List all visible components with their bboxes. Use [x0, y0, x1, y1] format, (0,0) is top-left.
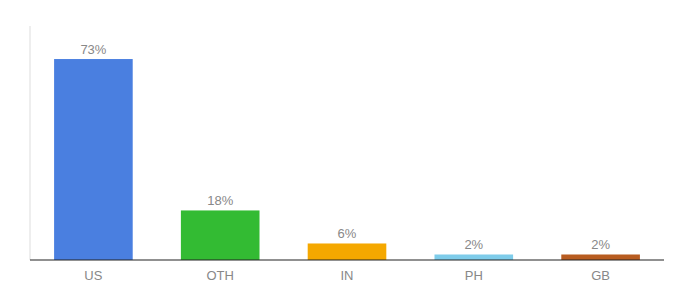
chart-container: 73% 18% 6% 2% 2% US OTH IN PH GB [0, 0, 680, 300]
bar [181, 210, 260, 260]
data-label: 18% [207, 193, 233, 208]
x-axis-line [30, 259, 664, 260]
x-tick-label: OTH [206, 268, 233, 283]
data-label: 2% [591, 237, 610, 252]
y-axis-line [30, 26, 31, 260]
data-labels: 73% 18% 6% 2% 2% [80, 42, 610, 252]
bar [54, 59, 133, 260]
x-tick-label: IN [341, 268, 354, 283]
data-label: 73% [80, 42, 106, 57]
x-tick-label: US [84, 268, 102, 283]
bars [54, 59, 640, 260]
bar [561, 254, 640, 260]
data-label: 2% [464, 237, 483, 252]
x-tick-label: PH [465, 268, 483, 283]
x-axis: US OTH IN PH GB [84, 268, 610, 283]
chart: 73% 18% 6% 2% 2% US OTH IN PH GB [0, 0, 680, 300]
bar [434, 254, 513, 260]
bar [308, 243, 387, 260]
x-tick-label: GB [591, 268, 610, 283]
data-label: 6% [338, 226, 357, 241]
